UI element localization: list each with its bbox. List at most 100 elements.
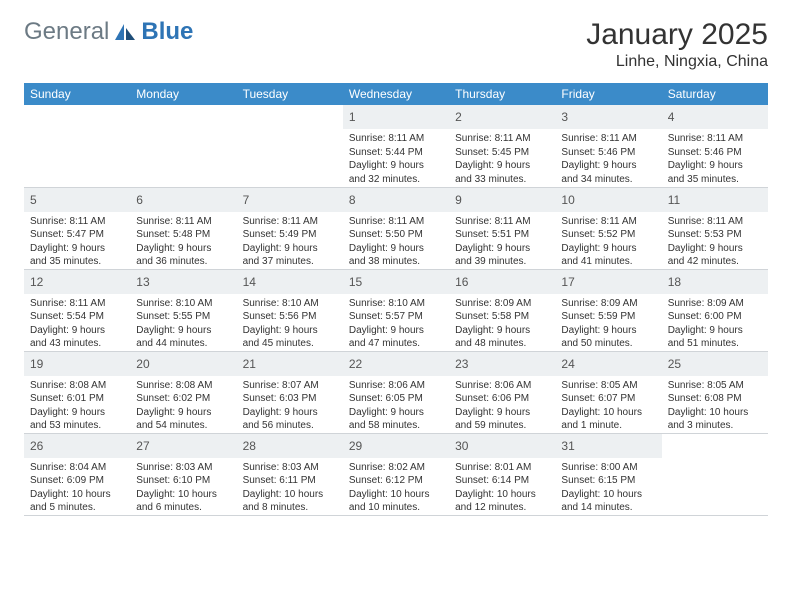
day-number: 27 [136,439,149,453]
daylight-label: Daylight: [349,325,388,336]
sunset-value: 6:11 PM [279,475,316,486]
day-number: 18 [668,275,681,289]
daylight-label: Daylight: [243,489,282,500]
calendar-day-cell: 17Sunrise: 8:09 AMSunset: 5:59 PMDayligh… [555,269,661,351]
calendar-day-cell: 27 Sunrise: 8:03 AMSunset: 6:10 PMDayligh… [130,433,236,515]
calendar-day-cell: 13Sunrise: 8:10 AMSunset: 5:55 PMDayligh… [130,269,236,351]
sunrise-value: 8:06 AM [388,380,425,391]
calendar-day-cell: 16Sunrise: 8:09 AMSunset: 5:58 PMDayligh… [449,269,555,351]
daynum-bar: 29 [343,434,449,458]
calendar-day-cell: 25Sunrise: 8:05 AMSunset: 6:08 PMDayligh… [662,351,768,433]
sunrise-value: 8:09 AM [601,298,638,309]
sunrise-label: Sunrise: [136,462,173,473]
sunrise-value: 8:10 AM [388,298,425,309]
day-details: Sunrise: 8:03 AMSunset: 6:11 PMDaylight:… [237,458,343,515]
sunrise-label: Sunrise: [668,298,705,309]
sunset-value: 5:59 PM [598,311,635,322]
sunset-label: Sunset: [668,147,702,158]
day-details: Sunrise: 8:05 AMSunset: 6:08 PMDaylight:… [662,376,768,433]
sunrise-label: Sunrise: [136,380,173,391]
sunset-value: 5:53 PM [704,229,741,240]
sunrise-label: Sunrise: [455,216,492,227]
brand-sail-icon [113,22,137,42]
calendar-day-cell: 15Sunrise: 8:10 AMSunset: 5:57 PMDayligh… [343,269,449,351]
calendar-day-cell: 28Sunrise: 8:03 AMSunset: 6:11 PMDayligh… [237,433,343,515]
calendar-day-cell: 20 Sunrise: 8:08 AMSunset: 6:02 PMDayligh… [130,351,236,433]
sunset-label: Sunset: [561,475,595,486]
daylight-label: Daylight: [455,489,494,500]
sunset-value: 6:00 PM [704,311,741,322]
sunrise-label: Sunrise: [349,462,386,473]
sunrise-value: 8:11 AM [495,216,531,227]
calendar-header-row: SundayMondayTuesdayWednesdayThursdayFrid… [24,83,768,105]
sunrise-label: Sunrise: [136,298,173,309]
calendar-day-cell: 21Sunrise: 8:07 AMSunset: 6:03 PMDayligh… [237,351,343,433]
daynum-bar: 18 [662,270,768,294]
day-number: 16 [455,275,468,289]
daynum-bar: 9 [449,188,555,212]
day-number: 6 [136,193,143,207]
day-details: Sunrise: 8:06 AMSunset: 6:05 PMDaylight:… [343,376,449,433]
day-details: Sunrise: 8:11 AMSunset: 5:48 PMDaylight:… [130,212,236,269]
day-number: 1 [349,110,356,124]
day-number: 10 [561,193,574,207]
day-number: 9 [455,193,462,207]
sunset-value: 6:09 PM [67,475,104,486]
sunrise-value: 8:09 AM [495,298,532,309]
sunset-value: 5:44 PM [386,147,423,158]
day-details: Sunrise: 8:08 AMSunset: 6:02 PMDaylight:… [130,376,236,433]
sunset-value: 5:57 PM [386,311,423,322]
daynum-bar: 24 [555,352,661,376]
daylight-label: Daylight: [30,243,69,254]
sunrise-label: Sunrise: [668,216,705,227]
day-details: Sunrise: 8:03 AMSunset: 6:10 PMDaylight:… [130,458,236,515]
calendar-day-cell: 7Sunrise: 8:11 AMSunset: 5:49 PMDaylight… [237,187,343,269]
sunset-value: 5:47 PM [67,229,104,240]
day-details: Sunrise: 8:11 AMSunset: 5:54 PMDaylight:… [24,294,130,351]
calendar-week-row: 12Sunrise: 8:11 AMSunset: 5:54 PMDayligh… [24,269,768,351]
sunrise-label: Sunrise: [561,298,598,309]
daynum-bar: 1 [343,105,449,129]
day-number: 23 [455,357,468,371]
day-details: Sunrise: 8:11 AMSunset: 5:52 PMDaylight:… [555,212,661,269]
calendar-day-cell: 4Sunrise: 8:11 AMSunset: 5:46 PMDaylight… [662,105,768,187]
calendar-day-cell [24,105,130,187]
brand-part2: Blue [141,18,193,46]
calendar-day-cell: 30Sunrise: 8:01 AMSunset: 6:14 PMDayligh… [449,433,555,515]
daynum-bar: 8 [343,188,449,212]
calendar-day-cell: 26Sunrise: 8:04 AMSunset: 6:09 PMDayligh… [24,433,130,515]
sunset-value: 5:58 PM [492,311,529,322]
month-title: January 2025 [586,18,768,51]
calendar-day-cell: 12Sunrise: 8:11 AMSunset: 5:54 PMDayligh… [24,269,130,351]
brand-part1: General [24,18,109,46]
daylight-label: Daylight: [136,325,175,336]
daylight-label: Daylight: [561,489,600,500]
daylight-label: Daylight: [668,243,707,254]
sunset-value: 6:15 PM [598,475,635,486]
sunset-label: Sunset: [136,393,170,404]
sunset-value: 5:55 PM [173,311,210,322]
calendar-day-cell [130,105,236,187]
sunrise-label: Sunrise: [455,133,492,144]
day-number: 20 [136,357,149,371]
calendar-day-cell: 9Sunrise: 8:11 AMSunset: 5:51 PMDaylight… [449,187,555,269]
sunrise-label: Sunrise: [243,298,280,309]
sunset-label: Sunset: [561,147,595,158]
daynum-bar: 31 [555,434,661,458]
daynum-bar: 3 [555,105,661,129]
sunset-value: 6:05 PM [386,393,423,404]
daynum-bar: 10 [555,188,661,212]
sunrise-label: Sunrise: [455,380,492,391]
daynum-bar: 7 [237,188,343,212]
sunrise-value: 8:11 AM [282,216,318,227]
calendar-day-cell: 24Sunrise: 8:05 AMSunset: 6:07 PMDayligh… [555,351,661,433]
daylight-label: Daylight: [136,243,175,254]
weekday-header: Tuesday [237,83,343,105]
location-text: Linhe, Ningxia, China [586,53,768,71]
day-number: 29 [349,439,362,453]
weekday-header: Friday [555,83,661,105]
sunrise-label: Sunrise: [668,380,705,391]
calendar-table: SundayMondayTuesdayWednesdayThursdayFrid… [24,83,768,516]
daynum-bar: 6 [130,188,236,212]
sunset-label: Sunset: [349,393,383,404]
